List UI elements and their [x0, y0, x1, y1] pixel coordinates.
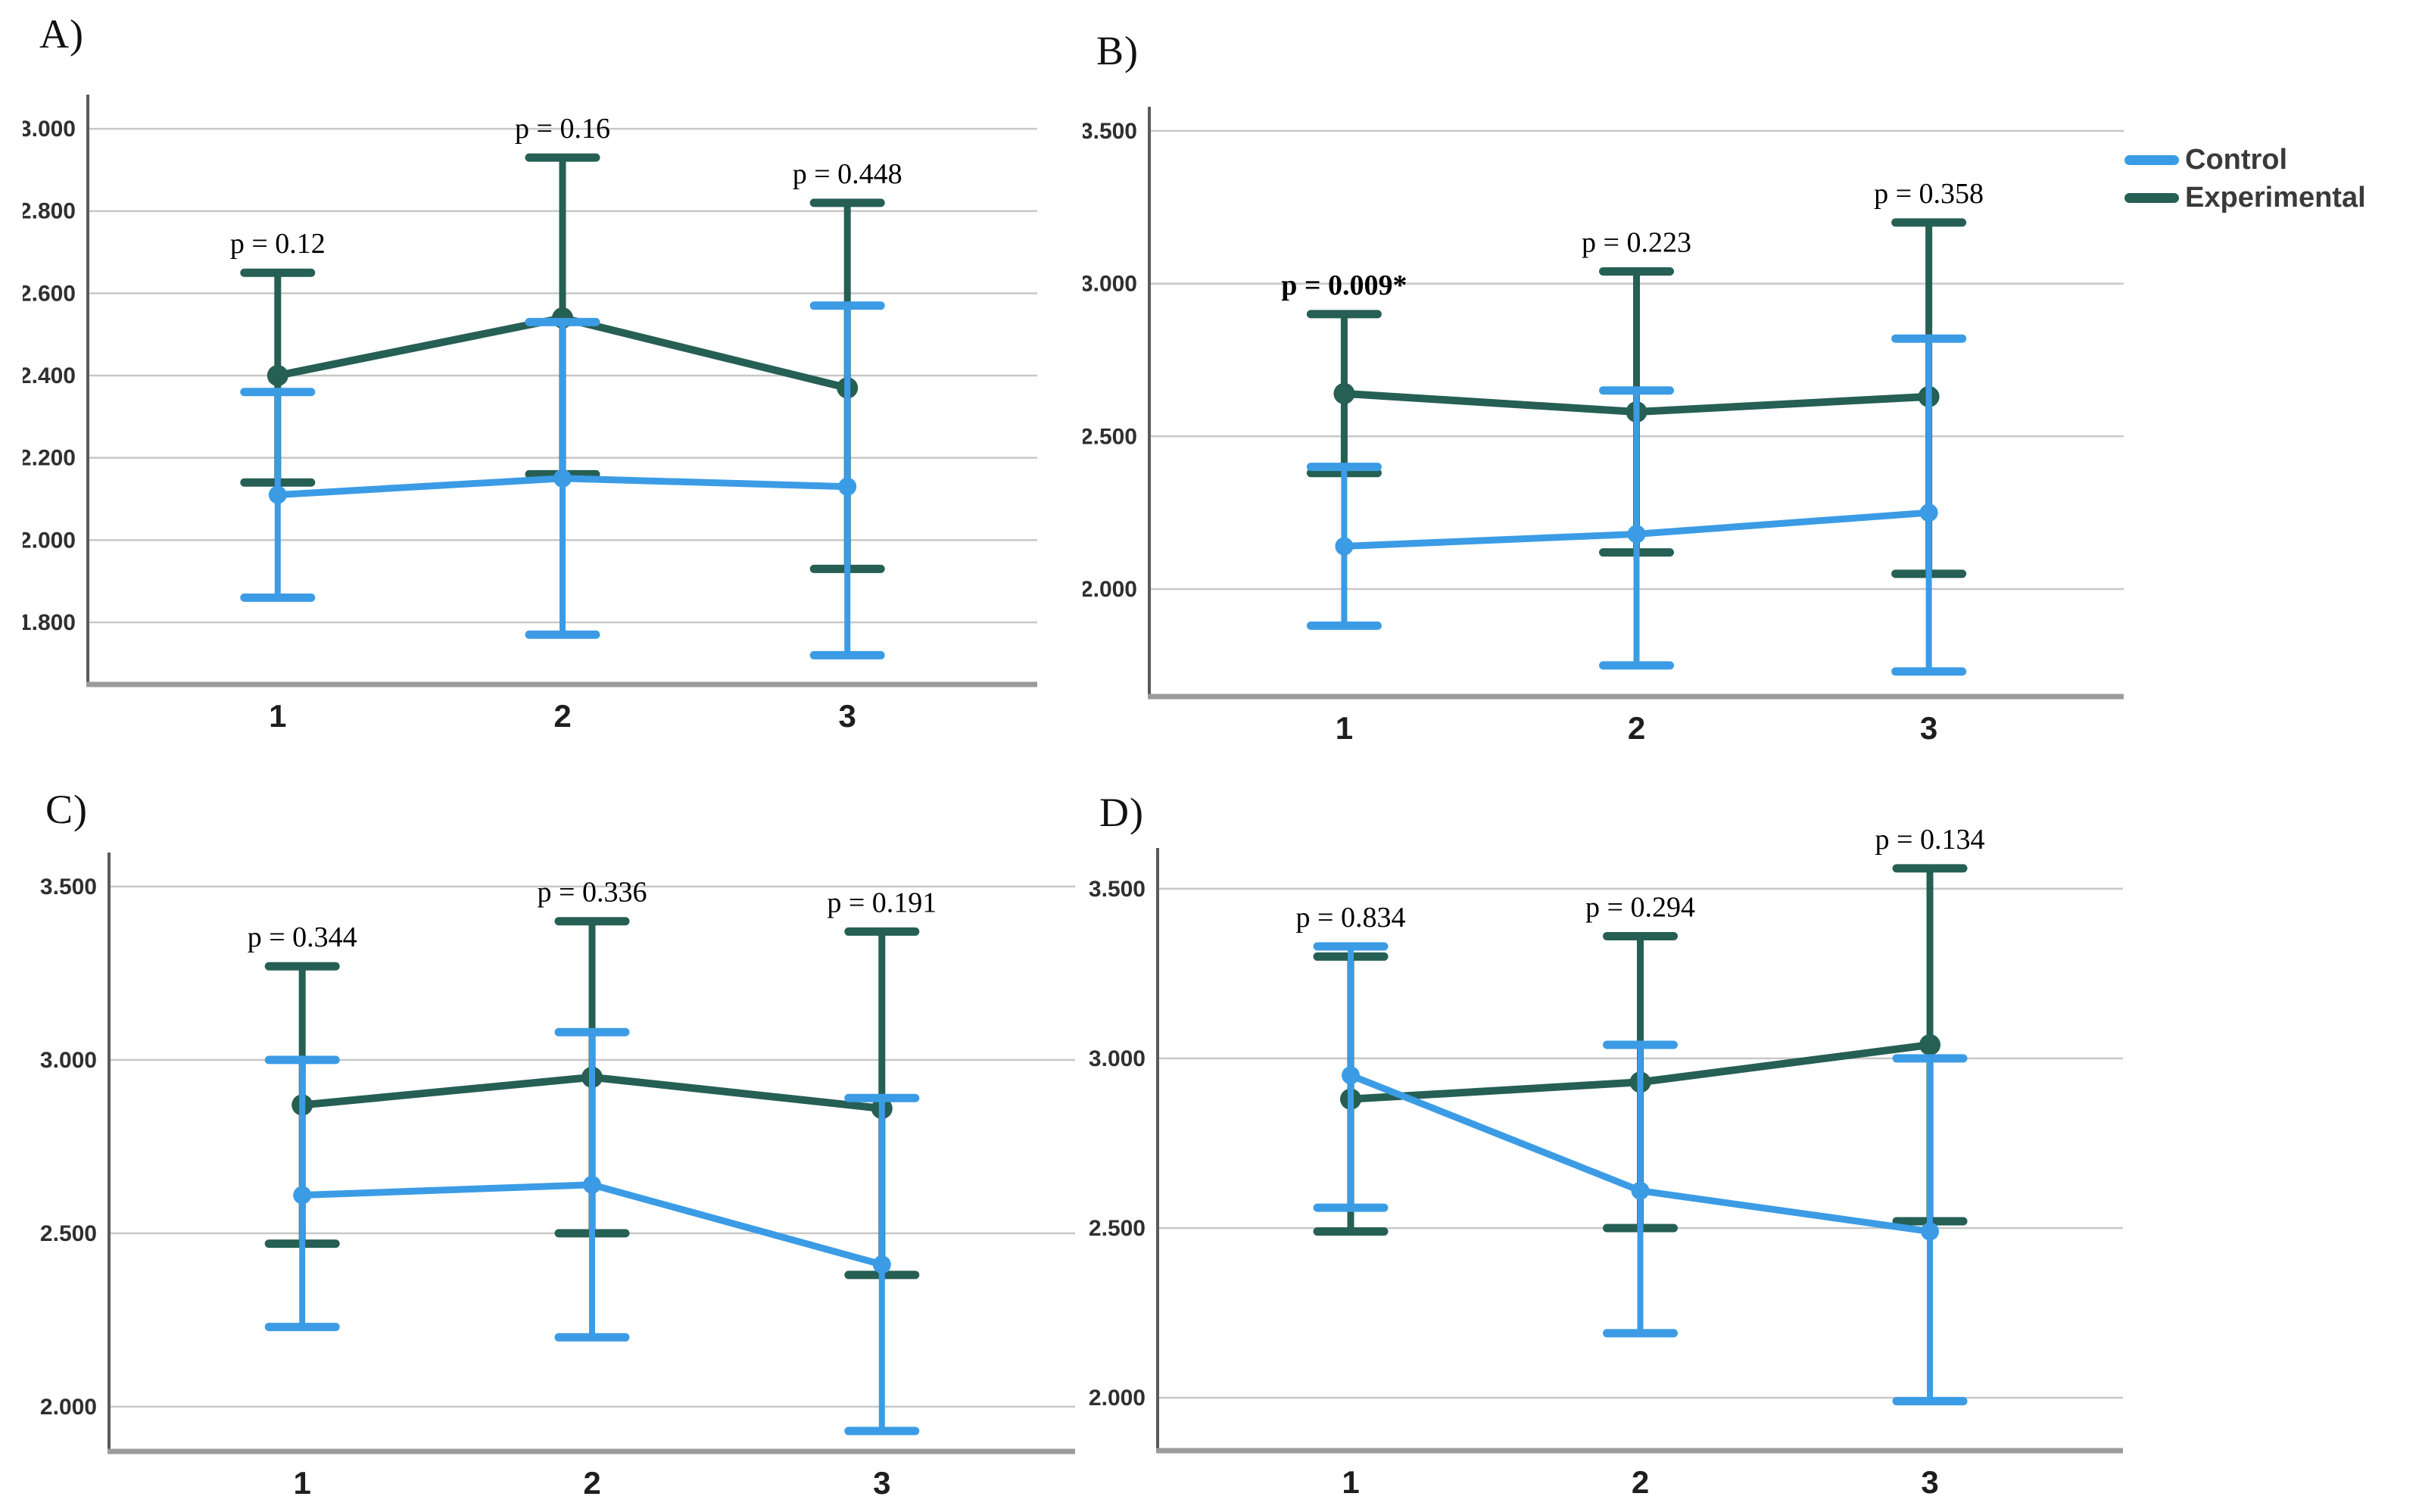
p-value-label: p = 0.191	[827, 887, 937, 918]
chart-svg-B: 3.500 3.000 2.500 2.000 1 2 3 p = 0.009* p = 0.2…	[1080, 107, 2124, 746]
x-category-label: 1	[294, 1465, 311, 1501]
panel-d-chart: 3.500 3.000 2.500 2.000 1 2 3 p = 0.834 p = 0.29…	[1083, 824, 2188, 1512]
control-point	[293, 1186, 312, 1205]
y-tick-label: 3.000	[1083, 272, 1137, 297]
panel-b-label: B)	[1096, 28, 1139, 73]
experimental-point	[1333, 382, 1355, 404]
y-tick-label: 2.500	[1089, 1216, 1146, 1241]
x-category-label: 2	[583, 1465, 600, 1501]
control-point	[872, 1255, 891, 1274]
legend-item-control: Control	[2124, 141, 2412, 179]
y-tick-label: 3.000	[1089, 1046, 1146, 1071]
p-value-label: p = 0.16	[515, 113, 610, 145]
experimental-line-swatch	[2124, 192, 2179, 203]
legend-label-control: Control	[2185, 143, 2288, 176]
y-tick-label: 3.500	[40, 874, 97, 899]
control-point	[583, 1175, 601, 1194]
p-value-label: p = 0.009*	[1281, 270, 1407, 301]
x-category-label: 3	[873, 1465, 890, 1501]
control-series	[1313, 942, 1968, 1406]
control-series	[264, 1027, 920, 1436]
legend-item-experimental: Experimental	[2124, 179, 2412, 217]
y-tick-label: 3.500	[1083, 119, 1137, 144]
y-tick-label: 3.500	[1089, 877, 1146, 902]
x-category-label: 3	[1921, 1464, 1938, 1500]
y-tick-label: 2.400	[23, 363, 76, 388]
p-value-label: p = 0.834	[1296, 902, 1406, 934]
p-value-label: p = 0.448	[793, 158, 902, 190]
y-tick-label: 3.000	[40, 1048, 97, 1073]
y-tick-label: 2.500	[40, 1221, 97, 1246]
control-line-swatch	[2124, 154, 2179, 165]
y-tick-label: 1.800	[23, 610, 76, 635]
panel-a-chart: 3.000 2.800 2.600 2.400 2.200 2.000 1.800 1 2 3 p …	[19, 72, 1060, 761]
x-category-label: 3	[1920, 710, 1937, 746]
p-value-label: p = 0.344	[248, 921, 357, 953]
p-value-label: p = 0.134	[1875, 829, 1985, 856]
x-category-label: 1	[269, 698, 286, 734]
panel-c-chart: 3.500 3.000 2.500 2.000 1 2 3 p = 0.344 p = 0.33…	[23, 829, 1113, 1512]
control-point	[1631, 1181, 1650, 1200]
panel-d-label: D)	[1099, 790, 1144, 835]
x-category-label: 2	[1632, 1464, 1649, 1500]
control-point	[1921, 1222, 1939, 1241]
x-category-label: 2	[553, 698, 571, 734]
p-value-label: p = 0.223	[1582, 226, 1691, 258]
panel-a-label: A)	[39, 11, 84, 57]
x-category-label: 3	[839, 698, 856, 734]
y-tick-label: 2.500	[1083, 424, 1137, 449]
y-tick-label: 2.000	[40, 1395, 97, 1420]
y-tick-label: 2.600	[23, 281, 76, 306]
experimental-point	[267, 365, 288, 387]
y-tick-label: 2.000	[1089, 1386, 1146, 1411]
control-point	[1919, 503, 1938, 522]
control-point	[1342, 1066, 1360, 1085]
p-value-label: p = 0.12	[230, 228, 326, 260]
x-category-label: 1	[1336, 710, 1353, 746]
y-tick-label: 2.800	[23, 199, 76, 224]
experimental-point	[1919, 1033, 1940, 1055]
chart-svg-D: 3.500 3.000 2.500 2.000 1 2 3 p = 0.834 p = 0.29…	[1089, 824, 2123, 1500]
control-series	[240, 301, 885, 659]
x-category-label: 2	[1628, 710, 1645, 746]
y-tick-label: 2.200	[23, 446, 76, 471]
control-series	[1306, 334, 1967, 676]
p-value-label: p = 0.294	[1585, 892, 1695, 924]
legend: Control Experimental	[2124, 141, 2412, 217]
chart-svg-A: 3.000 2.800 2.600 2.400 2.200 2.000 1.800 1 2 3 p …	[19, 95, 1037, 734]
control-point	[553, 469, 572, 488]
panel-c-label: C)	[45, 787, 88, 832]
chart-svg-C: 3.500 3.000 2.500 2.000 1 2 3 p = 0.344 p = 0.33…	[40, 853, 1075, 1501]
legend-label-experimental: Experimental	[2185, 181, 2366, 214]
x-category-label: 1	[1342, 1464, 1359, 1500]
control-point	[268, 485, 287, 504]
control-point	[838, 477, 857, 496]
y-tick-label: 2.000	[1083, 577, 1137, 602]
panel-b-chart: 3.500 3.000 2.500 2.000 1 2 3 p = 0.009* p = 0.2…	[1080, 72, 2181, 772]
control-point	[1335, 537, 1354, 556]
p-value-label: p = 0.358	[1874, 178, 1984, 210]
y-tick-label: 3.000	[23, 117, 76, 142]
control-point	[1627, 525, 1646, 544]
y-tick-label: 2.000	[23, 528, 76, 553]
p-value-label: p = 0.336	[538, 877, 647, 909]
